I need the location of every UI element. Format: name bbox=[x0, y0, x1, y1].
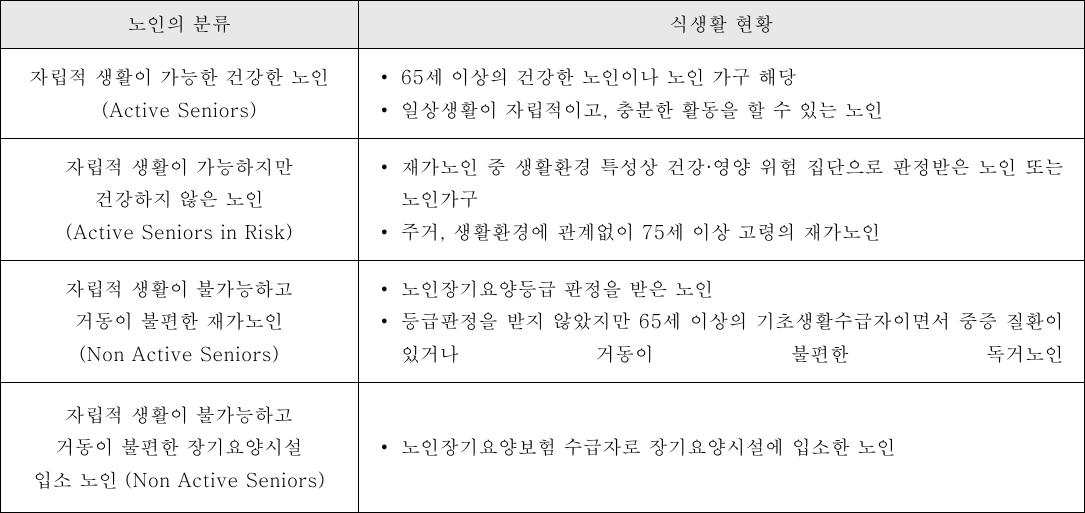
category-cell: 자립적 생활이 불가능하고 거동이 불편한 재가노인 (Non Active S… bbox=[1, 261, 359, 383]
bullet-item: 일상생활이 자립적이고, 충분한 활동을 할 수 있는 노인 bbox=[377, 94, 1064, 126]
bullet-item: 노인장기요양보험 수급자로 장기요양시설에 입소한 노인 bbox=[377, 431, 1064, 463]
category-line: 자립적 생활이 가능한 건강한 노인 bbox=[9, 61, 350, 93]
category-line: 거동이 불편한 재가노인 bbox=[9, 305, 350, 337]
category-line: 입소 노인 (Non Active Seniors) bbox=[9, 464, 350, 496]
classification-table: 노인의 분류 식생활 현황 자립적 생활이 가능한 건강한 노인 (Active… bbox=[0, 0, 1085, 513]
category-line: 자립적 생활이 불가능하고 bbox=[9, 273, 350, 305]
header-category: 노인의 분류 bbox=[1, 1, 359, 49]
bullet-item: 주거, 생활환경에 관계없이 75세 이상 고령의 재가노인 bbox=[377, 216, 1064, 248]
category-line: (Non Active Seniors) bbox=[9, 338, 350, 370]
category-line: (Active Seniors in Risk) bbox=[9, 216, 350, 248]
bullet-list: 노인장기요양보험 수급자로 장기요양시설에 입소한 노인 bbox=[377, 431, 1064, 463]
table-header-row: 노인의 분류 식생활 현황 bbox=[1, 1, 1085, 49]
content-cell: 재가노인 중 생활환경 특성상 건강·영양 위험 집단으로 판정받은 노인 또는… bbox=[358, 139, 1084, 261]
content-cell: 노인장기요양등급 판정을 받은 노인 등급판정을 받지 않았지만 65세 이상의… bbox=[358, 261, 1084, 383]
bullet-list: 재가노인 중 생활환경 특성상 건강·영양 위험 집단으로 판정받은 노인 또는… bbox=[377, 151, 1064, 248]
classification-table-container: 노인의 분류 식생활 현황 자립적 생활이 가능한 건강한 노인 (Active… bbox=[0, 0, 1085, 512]
table-row: 자립적 생활이 가능하지만 건강하지 않은 노인 (Active Seniors… bbox=[1, 139, 1085, 261]
content-cell: 노인장기요양보험 수급자로 장기요양시설에 입소한 노인 bbox=[358, 383, 1084, 513]
bullet-item: 노인장기요양등급 판정을 받은 노인 bbox=[377, 273, 1064, 305]
category-line: 거동이 불편한 장기요양시설 bbox=[9, 431, 350, 463]
category-line: 자립적 생활이 가능하지만 bbox=[9, 151, 350, 183]
bullet-item: 재가노인 중 생활환경 특성상 건강·영양 위험 집단으로 판정받은 노인 또는… bbox=[377, 151, 1064, 216]
category-line: 건강하지 않은 노인 bbox=[9, 183, 350, 215]
category-line: 자립적 생활이 불가능하고 bbox=[9, 399, 350, 431]
bullet-item: 65세 이상의 건강한 노인이나 노인 가구 해당 bbox=[377, 61, 1064, 93]
table-row: 자립적 생활이 불가능하고 거동이 불편한 재가노인 (Non Active S… bbox=[1, 261, 1085, 383]
category-cell: 자립적 생활이 불가능하고 거동이 불편한 장기요양시설 입소 노인 (Non … bbox=[1, 383, 359, 513]
content-cell: 65세 이상의 건강한 노인이나 노인 가구 해당 일상생활이 자립적이고, 충… bbox=[358, 49, 1084, 139]
bullet-list: 65세 이상의 건강한 노인이나 노인 가구 해당 일상생활이 자립적이고, 충… bbox=[377, 61, 1064, 126]
bullet-item: 등급판정을 받지 않았지만 65세 이상의 기초생활수급자이면서 중증 질환이 … bbox=[377, 305, 1064, 370]
table-row: 자립적 생활이 불가능하고 거동이 불편한 장기요양시설 입소 노인 (Non … bbox=[1, 383, 1085, 513]
category-cell: 자립적 생활이 가능한 건강한 노인 (Active Seniors) bbox=[1, 49, 359, 139]
category-line: (Active Seniors) bbox=[9, 94, 350, 126]
category-cell: 자립적 생활이 가능하지만 건강하지 않은 노인 (Active Seniors… bbox=[1, 139, 359, 261]
header-status: 식생활 현황 bbox=[358, 1, 1084, 49]
table-row: 자립적 생활이 가능한 건강한 노인 (Active Seniors) 65세 … bbox=[1, 49, 1085, 139]
bullet-list: 노인장기요양등급 판정을 받은 노인 등급판정을 받지 않았지만 65세 이상의… bbox=[377, 273, 1064, 370]
